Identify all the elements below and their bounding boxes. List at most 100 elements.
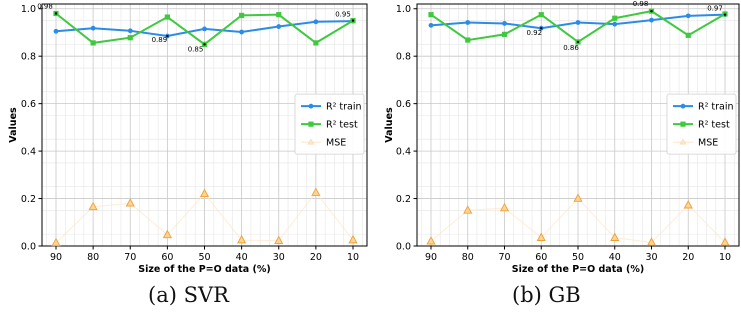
y-tick-label: 0.4 bbox=[21, 146, 36, 157]
point-1 bbox=[90, 40, 96, 46]
y-tick-label: 0.8 bbox=[396, 51, 411, 62]
x-tick-label: 50 bbox=[572, 252, 584, 263]
point-1 bbox=[538, 12, 544, 18]
x-tick-label: 10 bbox=[347, 252, 359, 263]
caption-svr: (a) SVR bbox=[148, 283, 229, 307]
x-tick-label: 90 bbox=[425, 252, 437, 263]
annotation-point bbox=[576, 40, 580, 44]
point-0 bbox=[502, 21, 507, 26]
legend-box bbox=[666, 93, 737, 155]
legend-marker-2 bbox=[679, 138, 687, 145]
x-tick-label: 80 bbox=[87, 252, 99, 263]
point-2 bbox=[51, 237, 61, 247]
point-0 bbox=[239, 29, 245, 35]
point-2 bbox=[125, 198, 135, 207]
point-0 bbox=[127, 28, 133, 34]
x-tick-label: 50 bbox=[198, 252, 210, 263]
legend-marker-1 bbox=[308, 121, 314, 127]
chart-panel-1: 90 80 70 60 50 40 30 20 10 0.0 0.2 0.4 0.6 0.8 1.0 Size… bbox=[384, 0, 740, 275]
point-2 bbox=[646, 237, 657, 246]
x-tick-label: 30 bbox=[273, 252, 285, 263]
annotation-point bbox=[351, 19, 355, 22]
x-tick-label: 20 bbox=[310, 252, 322, 263]
x-tick-label: 70 bbox=[124, 252, 136, 263]
annotation-point bbox=[723, 13, 727, 16]
x-tick-label: 80 bbox=[462, 252, 474, 263]
annotation-point bbox=[203, 43, 206, 46]
y-tick-label: 1.0 bbox=[21, 4, 36, 15]
annotation-label: 0.85 bbox=[188, 45, 204, 53]
legend-marker-0 bbox=[680, 103, 686, 109]
point-1 bbox=[164, 14, 170, 20]
y-tick-label: 0.2 bbox=[21, 194, 36, 205]
point-0 bbox=[53, 28, 59, 34]
x-tick-label: 40 bbox=[609, 252, 621, 263]
point-2 bbox=[536, 232, 546, 241]
point-0 bbox=[465, 20, 471, 25]
point-1 bbox=[276, 12, 282, 18]
point-1 bbox=[501, 31, 508, 37]
y-tick-label: 1.0 bbox=[396, 4, 411, 15]
point-2 bbox=[573, 193, 583, 202]
annotation-label: 0.86 bbox=[563, 44, 579, 52]
legend-label-0: R² train bbox=[698, 102, 734, 113]
y-tick-label: 0.6 bbox=[396, 99, 411, 110]
point-1 bbox=[685, 32, 691, 38]
legend-box bbox=[294, 93, 365, 155]
annotation-point bbox=[54, 12, 58, 15]
annotation-label: 0.97 bbox=[707, 5, 723, 13]
annotation-label: 0.95 bbox=[335, 11, 351, 19]
point-2 bbox=[199, 188, 210, 198]
y-axis-label: Values bbox=[8, 107, 19, 143]
y-tick-label: 0.2 bbox=[396, 194, 411, 205]
point-1 bbox=[239, 12, 245, 18]
annotation-point bbox=[540, 27, 543, 30]
point-2 bbox=[162, 229, 172, 239]
legend-label-1: R² test bbox=[326, 120, 358, 131]
x-tick-label: 40 bbox=[236, 252, 248, 263]
y-tick-label: 0.8 bbox=[21, 51, 36, 62]
legend-label-2: MSE bbox=[698, 138, 718, 149]
point-0 bbox=[685, 13, 691, 19]
y-tick-label: 0.0 bbox=[21, 241, 36, 252]
annotation-label: 0.92 bbox=[526, 29, 542, 37]
y-tick-label: 0.0 bbox=[396, 241, 411, 252]
point-2 bbox=[499, 202, 510, 212]
x-tick-label: 20 bbox=[682, 252, 694, 263]
legend: R² train R² test MSE bbox=[666, 93, 737, 155]
point-0 bbox=[90, 25, 96, 31]
y-tick-label: 0.4 bbox=[396, 146, 411, 157]
point-1 bbox=[612, 15, 618, 21]
legend-label-0: R² train bbox=[326, 102, 362, 113]
point-2 bbox=[426, 236, 436, 245]
x-tick-label: 10 bbox=[719, 252, 731, 263]
point-0 bbox=[202, 26, 207, 32]
legend-label-2: MSE bbox=[326, 138, 346, 149]
point-1 bbox=[428, 12, 434, 18]
x-axis-label: Size of the P=O data (%) bbox=[138, 264, 270, 275]
point-2 bbox=[610, 232, 620, 241]
x-axis-label: Size of the P=O data (%) bbox=[512, 264, 644, 275]
point-0 bbox=[612, 21, 618, 27]
annotation-point bbox=[166, 34, 169, 38]
point-2 bbox=[274, 235, 284, 245]
x-tick-label: 60 bbox=[161, 252, 173, 263]
legend-marker-0 bbox=[308, 103, 314, 109]
annotation-label: 0.98 bbox=[37, 2, 53, 10]
point-1 bbox=[127, 35, 133, 41]
legend-label-1: R² test bbox=[698, 120, 730, 131]
y-axis-label: Values bbox=[384, 107, 395, 143]
point-0 bbox=[276, 24, 282, 29]
annotation-label: 0.89 bbox=[152, 36, 168, 44]
point-1 bbox=[465, 37, 471, 43]
point-2 bbox=[683, 200, 693, 209]
x-tick-label: 30 bbox=[645, 252, 657, 263]
legend: R² train R² test MSE bbox=[294, 93, 365, 155]
x-tick-label: 70 bbox=[498, 252, 510, 263]
point-2 bbox=[720, 237, 730, 246]
point-0 bbox=[428, 22, 434, 28]
annotation-point bbox=[650, 9, 653, 13]
legend-marker-2 bbox=[307, 138, 315, 145]
point-2 bbox=[463, 205, 473, 214]
